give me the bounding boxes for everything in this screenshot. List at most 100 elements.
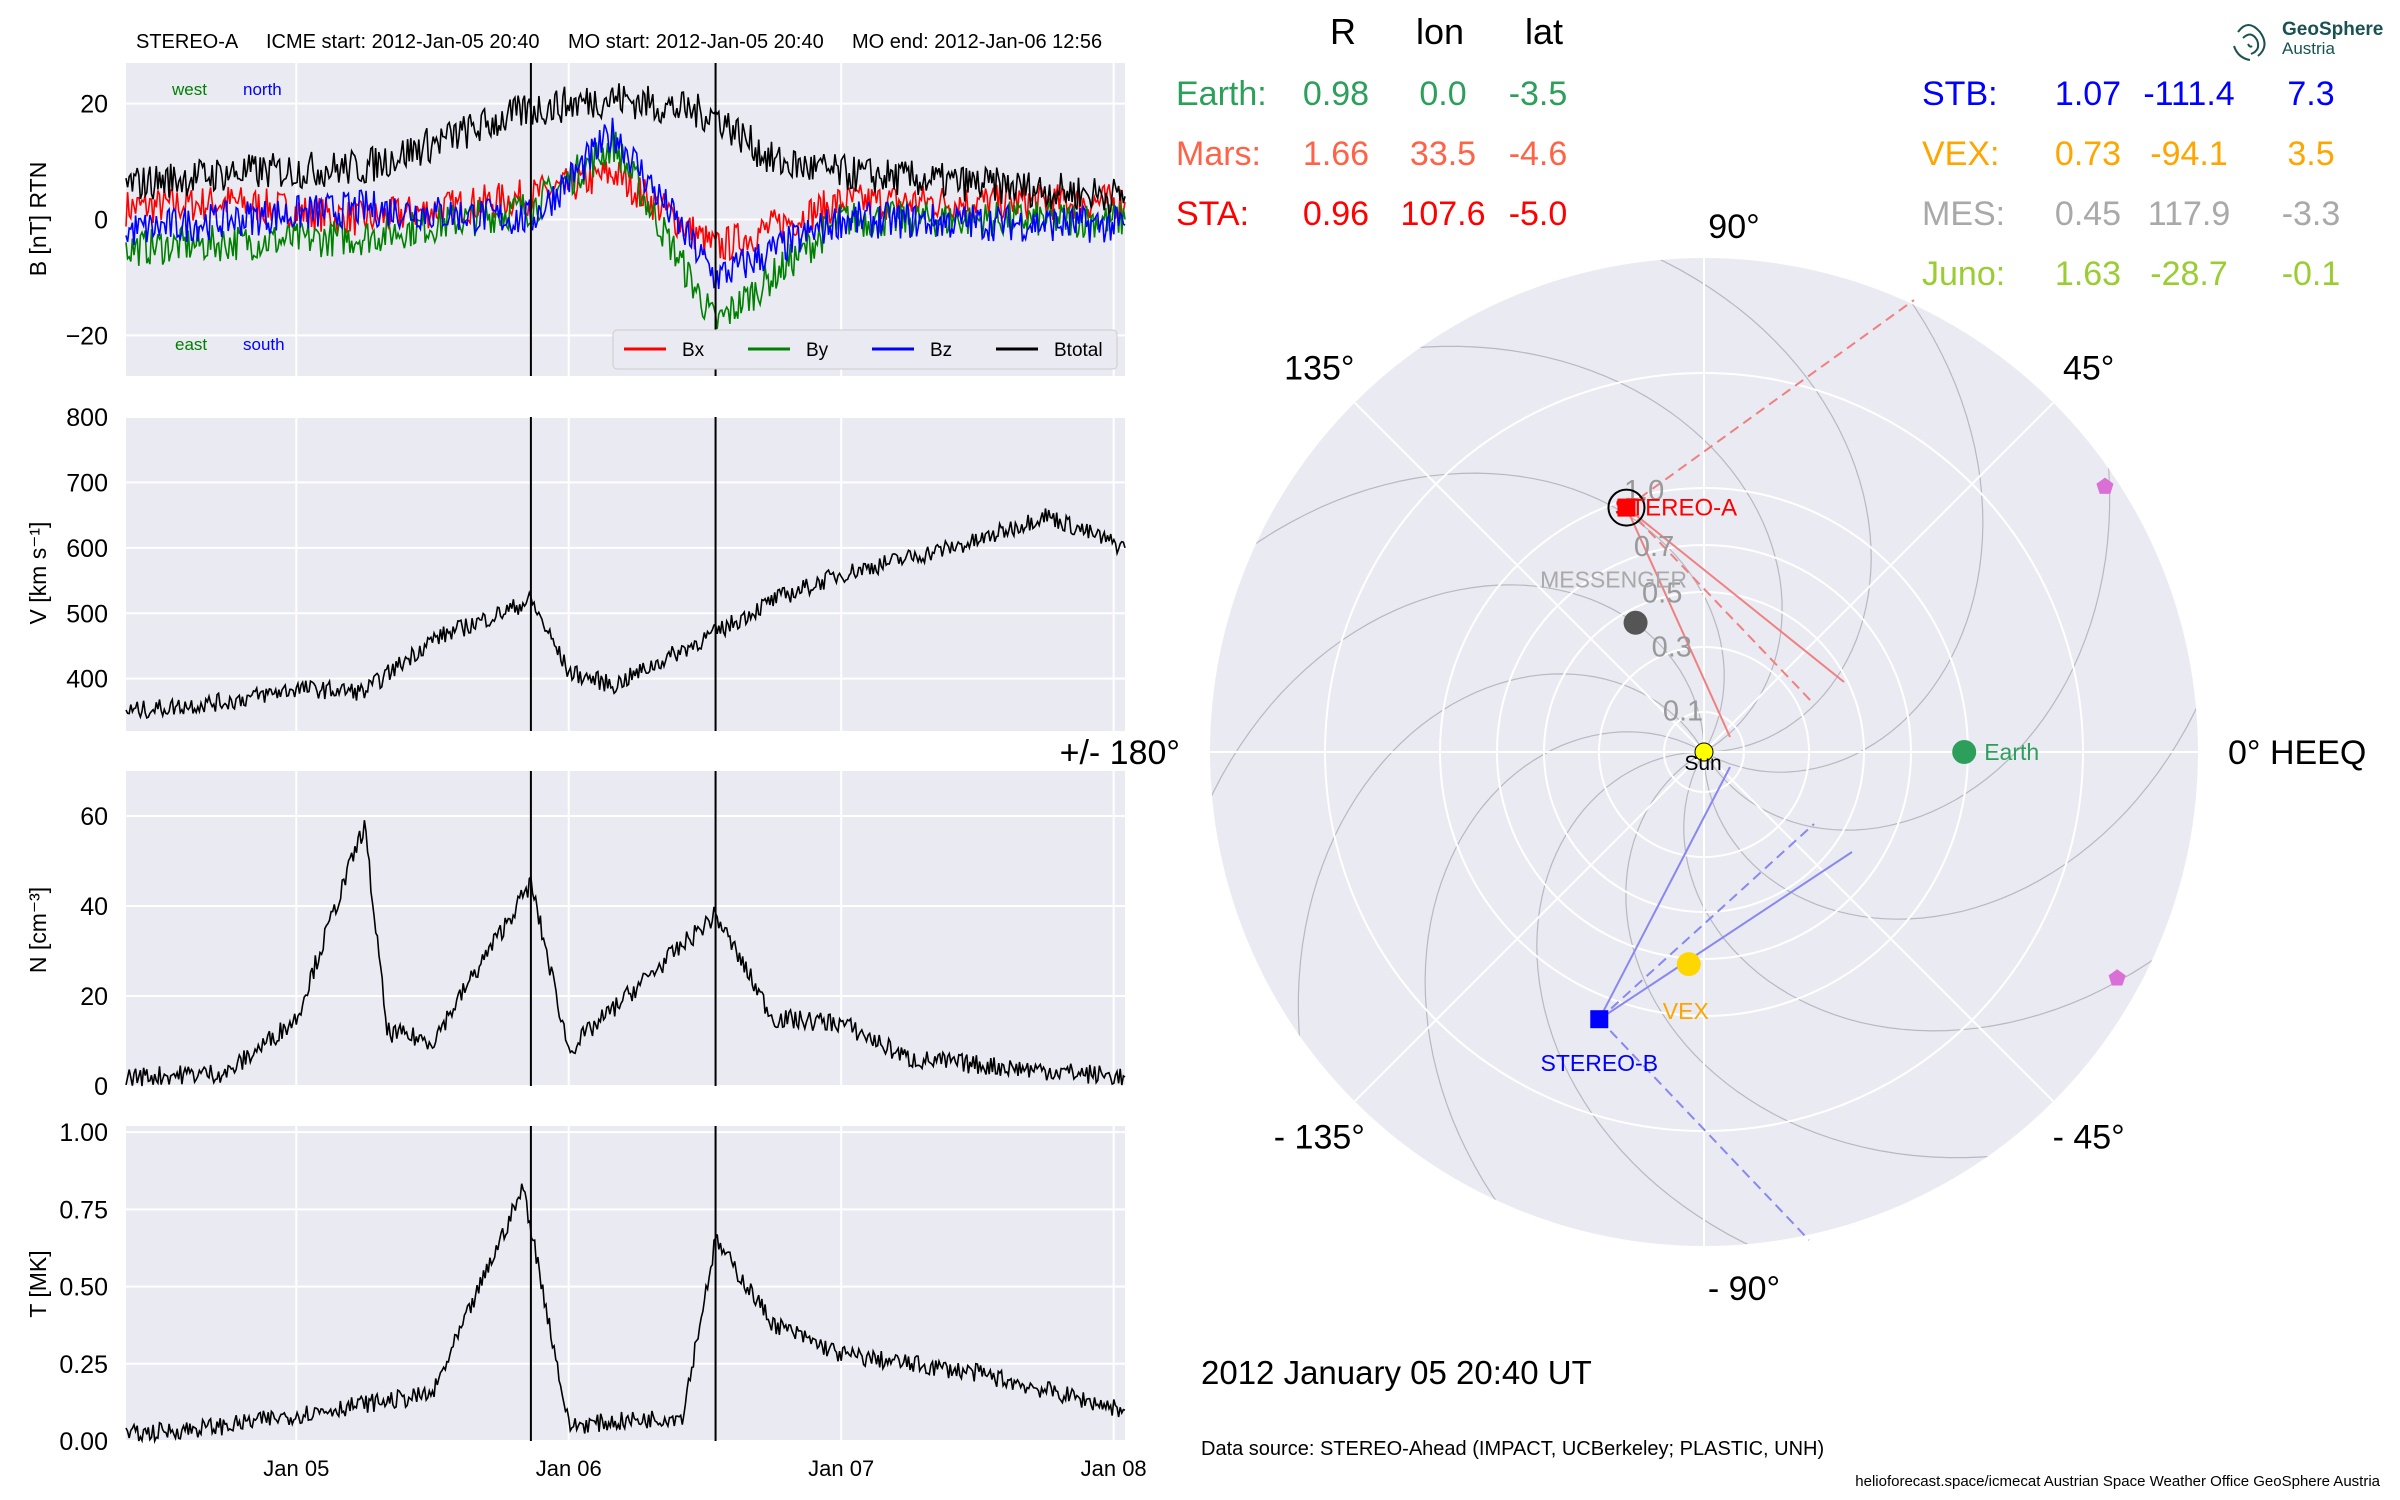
angle-label: - 45° bbox=[2053, 1119, 2125, 1157]
parker-spiral-line bbox=[1703, 564, 2198, 920]
corner-label-north: north bbox=[243, 80, 282, 99]
y-tick-label: 700 bbox=[66, 469, 108, 497]
series-line-by bbox=[125, 129, 1126, 329]
parker-spiral-line bbox=[1210, 472, 1725, 753]
table-cell-name: Mars: bbox=[1176, 135, 1261, 173]
angular-grid bbox=[1210, 258, 2198, 1246]
legend-label-bx: Bx bbox=[682, 340, 705, 361]
y-tick-label: 1.00 bbox=[59, 1119, 108, 1147]
table-cell-lat: 3.5 bbox=[2287, 135, 2334, 173]
parker-spirals bbox=[1210, 258, 2198, 1246]
marker-label: STEREO-A bbox=[1614, 495, 1737, 522]
table-cell-lat: -5.0 bbox=[1509, 195, 1568, 233]
table-cell-name: VEX: bbox=[1922, 135, 1999, 173]
series-group bbox=[125, 771, 1126, 1087]
x-tick-label: Jan 06 bbox=[536, 1456, 602, 1481]
marker-mars bbox=[2096, 477, 2114, 494]
y-tick-label: 0.50 bbox=[59, 1274, 108, 1302]
radial-tick-label: 0.7 bbox=[1634, 531, 1674, 563]
y-tick-labels: −20 0 20 bbox=[66, 91, 108, 351]
series-line-n bbox=[125, 820, 1126, 1087]
y-tick-labels: 400 500 600 700 800 bbox=[66, 404, 108, 694]
sight-line bbox=[1598, 766, 1731, 1020]
series-group bbox=[125, 417, 1126, 731]
radial-tick-label: 0.1 bbox=[1663, 696, 1703, 728]
y-tick-label: 800 bbox=[66, 404, 108, 432]
parker-spiral-line bbox=[1703, 258, 1984, 773]
column-header-r: R bbox=[1330, 11, 1356, 52]
parker-spiral-line bbox=[1536, 751, 1892, 1246]
parker-spiral-line bbox=[1625, 751, 2135, 1159]
marker-highlight-ring bbox=[1607, 488, 1646, 527]
sight-line bbox=[1625, 506, 1845, 683]
legend-label-btotal: Btotal bbox=[1054, 340, 1103, 361]
series-line-btotal bbox=[125, 83, 1126, 216]
parker-spiral-line bbox=[1273, 345, 1783, 753]
corner-label-west: west bbox=[171, 80, 207, 99]
panel-background bbox=[126, 771, 1125, 1086]
series-line-v bbox=[125, 508, 1126, 720]
table-cell-lon: 117.9 bbox=[2148, 195, 2231, 233]
table-cell-name: STB: bbox=[1922, 75, 1998, 113]
sight-line bbox=[1625, 506, 1813, 703]
panel-density: 0 20 40 60 N [cm⁻³] bbox=[25, 771, 1126, 1101]
sight-lines bbox=[1598, 299, 1915, 1241]
swirl-icon bbox=[2233, 24, 2266, 61]
x-tick-label: Jan 05 bbox=[263, 1456, 329, 1481]
marker-stereo-b bbox=[1590, 1010, 1609, 1029]
position-table: R lon lat Earth: 0.98 0.0 -3.5 Mars: 1.66 33.5… bbox=[1176, 11, 2340, 293]
legend: Bx By Bz Btotal bbox=[612, 329, 1118, 370]
table-cell-lon: 107.6 bbox=[1400, 195, 1485, 233]
angle-label: 45° bbox=[2063, 349, 2114, 387]
logo-name: GeoSphere bbox=[2282, 19, 2383, 40]
parker-spiral-line bbox=[1424, 731, 1705, 1246]
logo-sub: Austria bbox=[2282, 39, 2335, 58]
table-cell-r: 1.66 bbox=[1303, 135, 1369, 173]
angle-label: 90° bbox=[1708, 208, 1759, 246]
y-axis-label: N [cm⁻³] bbox=[25, 887, 51, 973]
sight-line bbox=[1625, 299, 1915, 509]
marker-vex bbox=[1676, 952, 1701, 977]
table-cell-r: 0.96 bbox=[1303, 195, 1369, 233]
angle-label: 0° HEEQ bbox=[2228, 734, 2366, 772]
table-cell-name: STA: bbox=[1176, 195, 1249, 233]
y-tick-label: 40 bbox=[80, 893, 108, 921]
angle-label: 135° bbox=[1284, 349, 1354, 387]
table-cell-lat: -0.1 bbox=[2282, 255, 2341, 293]
data-source: Data source: STEREO-Ahead (IMPACT, UCBer… bbox=[1201, 1438, 1824, 1460]
table-cell-r: 0.98 bbox=[1303, 75, 1369, 113]
grid bbox=[126, 771, 1125, 1087]
y-tick-label: 0.00 bbox=[59, 1428, 108, 1456]
timestamp: 2012 January 05 20:40 UT bbox=[1201, 1354, 1592, 1391]
angular-spoke bbox=[1353, 751, 1705, 1103]
x-tick-labels: Jan 05 Jan 06 Jan 07 Jan 08 bbox=[263, 1456, 1146, 1481]
y-axis-label: T [MK] bbox=[25, 1250, 51, 1317]
panel-speed: 400 500 600 700 800 V [km s⁻¹] bbox=[25, 404, 1126, 731]
sight-line bbox=[1598, 851, 1853, 1021]
table-cell-lon: -94.1 bbox=[2150, 135, 2228, 173]
corner-label-east: east bbox=[175, 335, 207, 354]
y-tick-label: 500 bbox=[66, 600, 108, 628]
parker-spiral-line bbox=[1516, 258, 1872, 753]
y-axis-label: B [nT] RTN bbox=[25, 162, 51, 277]
x-tick-label: Jan 07 bbox=[808, 1456, 874, 1481]
table-rows-right: STB: 1.07 -111.4 7.3 VEX: 0.73 -94.1 3.5 MES: 0.4… bbox=[1922, 75, 2340, 293]
marker-earth bbox=[1952, 740, 1977, 764]
parker-spiral-line bbox=[1703, 321, 2111, 831]
marker-stereo-a bbox=[1617, 498, 1636, 517]
y-axis-label: V [km s⁻¹] bbox=[25, 522, 51, 625]
table-cell-r: 0.73 bbox=[2055, 135, 2121, 173]
angle-label: - 90° bbox=[1708, 1270, 1780, 1308]
y-tick-label: 400 bbox=[66, 666, 108, 694]
radial-tick-label: 0.5 bbox=[1642, 577, 1682, 609]
y-tick-label: 20 bbox=[80, 983, 108, 1011]
x-tick-label: Jan 08 bbox=[1081, 1456, 1147, 1481]
marker-juno bbox=[2108, 969, 2126, 986]
sight-line bbox=[1598, 823, 1815, 1020]
series-group bbox=[125, 1126, 1126, 1445]
table-cell-r: 1.63 bbox=[2055, 255, 2121, 293]
footer-credits: helioforecast.space/icmecat Austrian Spa… bbox=[1855, 1473, 2380, 1490]
marker-label: VEX bbox=[1663, 998, 1709, 1024]
table-cell-name: MES: bbox=[1922, 195, 2005, 233]
